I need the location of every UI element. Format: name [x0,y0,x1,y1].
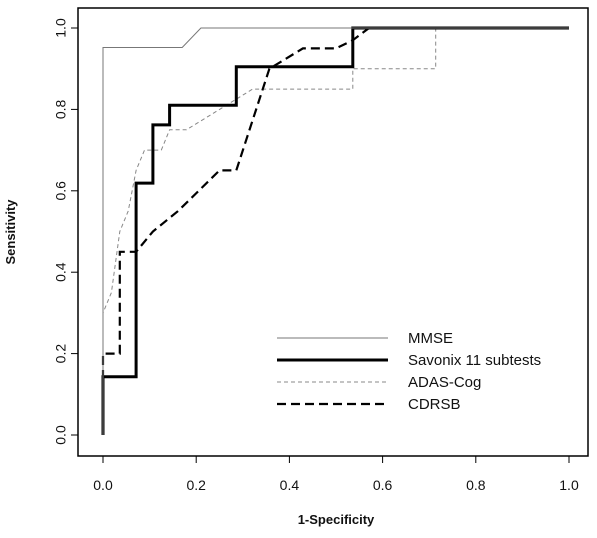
y-axis-title: Sensitivity [3,199,18,265]
y-tick-label: 1.0 [53,18,69,38]
series-line-savonix-11-subtests [101,26,569,435]
y-tick-label: 0.6 [53,181,69,201]
series-line-mmse [102,27,569,435]
series-layer [101,26,569,435]
legend-label: MMSE [408,330,453,347]
legend: MMSE Savonix 11 subtests ADAS-Cog CDRSB [277,330,541,413]
x-tick-label: 0.4 [280,477,300,493]
y-tick-label: 0.2 [53,344,69,364]
x-tick-label: 1.0 [559,477,579,493]
x-tick-label: 0.8 [466,477,486,493]
plot-frame [77,7,589,457]
x-axis-title: 1-Specificity [298,512,375,527]
x-axis: 0.0 0.2 0.4 0.6 0.8 1.0 [93,455,579,493]
y-axis: 0.0 0.2 0.4 0.6 0.8 1.0 [53,18,79,445]
x-tick-label: 0.0 [93,477,113,493]
y-tick-label: 0.4 [53,262,69,282]
x-tick-label: 0.2 [186,477,206,493]
y-tick-label: 0.0 [53,425,69,445]
legend-label: Savonix 11 subtests [408,352,541,369]
legend-label: CDRSB [408,396,461,413]
series-line-cdrsb [101,26,569,435]
y-tick-label: 0.8 [53,99,69,119]
legend-label: ADAS-Cog [408,374,481,391]
series-line-adas-cog [102,27,569,435]
x-tick-label: 0.6 [373,477,393,493]
